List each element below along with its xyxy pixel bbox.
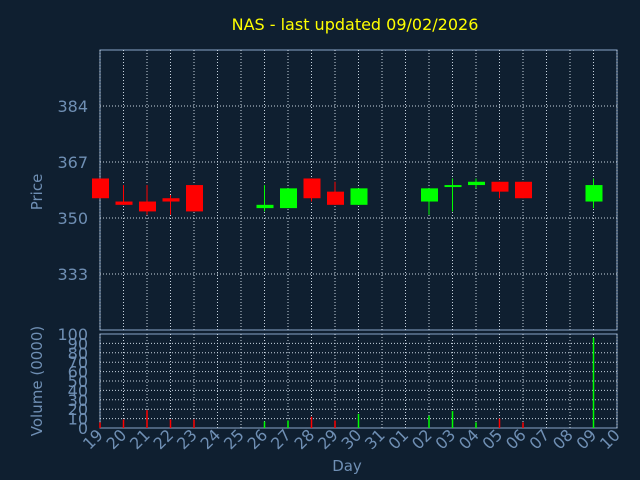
candle-body <box>515 181 532 199</box>
candle-body <box>421 188 438 202</box>
candle-body <box>162 198 180 202</box>
volume-tick-label: 30 <box>68 391 88 410</box>
candle-body <box>468 181 485 186</box>
candle-body <box>115 201 133 205</box>
price-axis-label: Price <box>28 174 46 211</box>
volume-tick-label: 50 <box>68 372 88 391</box>
price-tick-label: 333 <box>57 265 88 284</box>
volume-tick-label: 40 <box>68 381 88 400</box>
price-tick-label: 384 <box>57 97 88 116</box>
candle-body <box>186 185 203 212</box>
candle-body <box>585 185 603 202</box>
x-axis-label: Day <box>332 457 362 475</box>
volume-tick-label: 70 <box>68 353 88 372</box>
volume-tick-label: 0 <box>78 419 88 438</box>
volume-tick-label: 80 <box>68 344 88 363</box>
x-tick-labels: 1920212223242526272829303101020304050607… <box>79 425 624 453</box>
volume-tick-label: 90 <box>68 334 88 353</box>
candle-body <box>491 181 509 192</box>
price-tick-label: 350 <box>57 209 88 228</box>
candle-body <box>92 178 109 199</box>
candle-body <box>444 185 462 188</box>
volume-axis-label: Volume (0000) <box>28 326 46 436</box>
candle-body <box>350 188 368 205</box>
candle-body <box>256 204 274 209</box>
candle-body <box>139 201 156 212</box>
price-panel: 333 350 367 384 <box>57 49 618 331</box>
candle-body <box>280 188 297 209</box>
price-tick-label: 367 <box>57 153 88 172</box>
volume-tick-label: 100 <box>57 325 88 344</box>
volume-tick-label: 10 <box>68 410 88 429</box>
volume-tick-label: 60 <box>68 363 88 382</box>
candle-body <box>303 178 321 199</box>
chart-title: NAS - last updated 09/02/2026 <box>232 15 479 34</box>
x-tick-label: 10 <box>596 425 624 453</box>
candle-body <box>327 191 344 205</box>
volume-tick-label: 20 <box>68 400 88 419</box>
